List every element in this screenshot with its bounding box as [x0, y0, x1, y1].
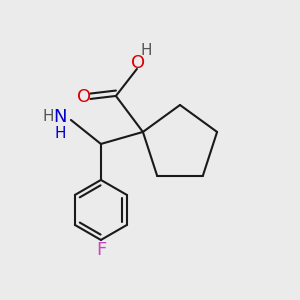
- Text: H: H: [140, 44, 152, 59]
- Text: H: H: [55, 126, 66, 141]
- Text: N: N: [54, 108, 67, 126]
- Text: F: F: [96, 242, 106, 260]
- Text: H: H: [43, 110, 54, 124]
- Text: O: O: [77, 88, 92, 106]
- Text: O: O: [131, 54, 146, 72]
